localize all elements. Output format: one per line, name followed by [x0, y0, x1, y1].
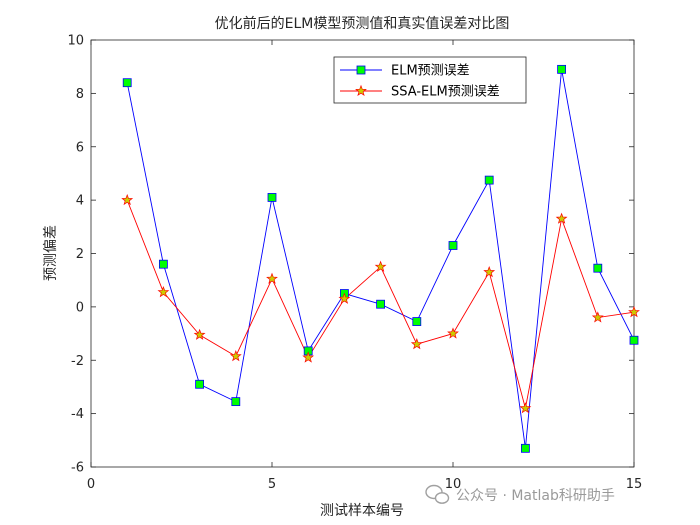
data-point-series-1	[521, 443, 530, 453]
y-axis-title: 预测偏差	[43, 225, 59, 281]
chart-title: 优化前后的ELM模型预测值和真实值误差对比图	[215, 15, 510, 32]
axes-ticks: 0 5 10 15 -6 -4 -2 0 2 4 6 8 10	[67, 34, 642, 493]
legend-box	[333, 56, 527, 104]
legend-marker	[355, 84, 367, 97]
data-point-series-1	[158, 259, 168, 269]
legend: ELM预测误差 SSA-ELM预测误差	[333, 56, 527, 104]
data-point-series-1	[484, 175, 494, 185]
data-point-series-2	[555, 212, 568, 224]
data-point-series-2	[266, 272, 278, 284]
y-tick-label: 4	[76, 194, 84, 209]
legend-label: ELM预测误差	[391, 64, 470, 79]
data-point-series-2	[193, 328, 206, 340]
x-tick-label: 0	[87, 477, 95, 492]
data-point-series-2	[302, 351, 315, 363]
data-point-series-1	[376, 299, 386, 309]
data-point-series-1	[629, 335, 639, 345]
y-tick-label: -6	[71, 461, 84, 476]
data-point-series-1	[557, 64, 566, 74]
data-point-series-2	[338, 292, 351, 304]
legend-label: SSA-ELM预测误差	[391, 85, 500, 100]
y-tick-label: 10	[67, 34, 84, 49]
watermark-text: 公众号 · Matlab科研助手	[456, 488, 615, 504]
y-tick-label: 0	[76, 300, 84, 315]
data-point-series-2	[483, 265, 496, 278]
data-point-series-2	[447, 327, 459, 339]
data-point-series-2	[157, 286, 170, 298]
y-tick-label: 2	[76, 247, 84, 262]
plot-area	[90, 39, 635, 468]
data-point-series-1	[122, 78, 132, 88]
data-point-series-2	[410, 338, 423, 350]
wechat-icon	[425, 484, 450, 504]
data-point-series-2	[374, 260, 387, 272]
x-tick-label: 5	[268, 477, 276, 492]
y-tick-label: -2	[71, 354, 84, 369]
legend-marker	[356, 65, 366, 75]
x-tick-label: 10	[445, 477, 462, 492]
y-tick-label: 8	[76, 87, 84, 102]
data-point-series-1	[195, 379, 205, 389]
data-point-series-1	[448, 241, 458, 250]
x-tick-label: 15	[626, 477, 643, 492]
data-point-series-2	[591, 311, 604, 323]
y-tick-label: -4	[71, 407, 84, 422]
data-point-series-2	[519, 402, 532, 414]
data-point-series-1	[231, 397, 241, 407]
data-point-series-2	[628, 306, 640, 318]
series-markers	[121, 64, 640, 453]
data-point-series-1	[267, 193, 277, 202]
x-axis-title: 测试样本编号	[320, 503, 404, 519]
data-point-series-1	[593, 263, 603, 273]
y-tick-label: 6	[76, 140, 84, 155]
data-point-series-2	[229, 350, 242, 362]
data-point-series-2	[121, 193, 134, 206]
watermark: 公众号 · Matlab科研助手	[425, 484, 615, 504]
data-point-series-1	[412, 317, 422, 326]
